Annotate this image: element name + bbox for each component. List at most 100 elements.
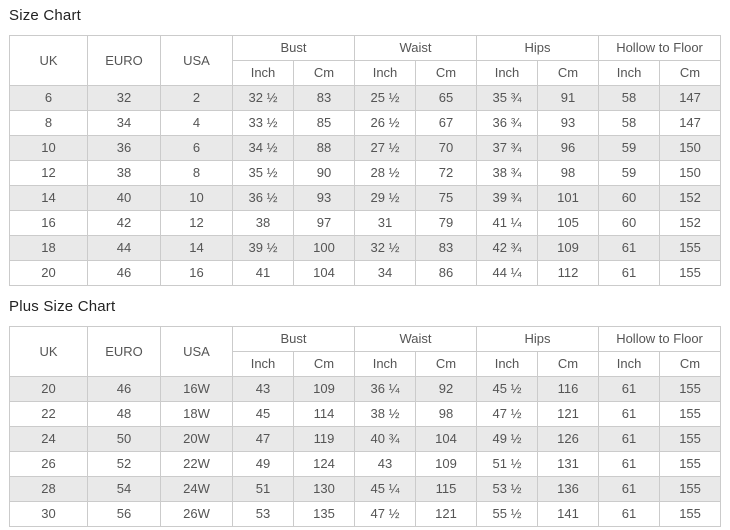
- group-header-bust: Bust: [231, 34, 356, 61]
- header-row-groups: UK EURO USA Bust Waist Hips Hollow to Floor: [9, 325, 722, 377]
- table-cell: 28: [9, 475, 88, 502]
- table-cell: 35 ¾: [476, 84, 539, 111]
- table-cell: 79: [415, 209, 478, 236]
- table-cell: 36 ½: [232, 184, 294, 211]
- table-cell: 116: [537, 375, 600, 402]
- table-cell: 47: [232, 425, 294, 452]
- table-cell: 31: [354, 209, 417, 236]
- table-cell: 8: [160, 159, 233, 186]
- table-cell: 38 ½: [354, 400, 417, 427]
- unit-header-hollow-to-floor-inch: Inch: [598, 350, 661, 377]
- table-cell: 44: [87, 234, 161, 261]
- table-row: 28 54 24W 51 130 45 ¼ 115 53 ½ 136 61 155: [9, 475, 722, 502]
- unit-header-hips-cm: Cm: [537, 350, 600, 377]
- table-cell: 114: [292, 400, 356, 427]
- table-cell: 33 ½: [232, 109, 294, 136]
- table-cell: 60: [598, 184, 661, 211]
- table-header: UK EURO USA Bust Waist Hips Hollow to Floor Inc…: [9, 34, 722, 86]
- unit-header-bust-cm: Cm: [292, 59, 356, 86]
- table-cell: 115: [415, 475, 478, 502]
- table-cell: 101: [537, 184, 600, 211]
- table-cell: 16W: [160, 375, 233, 402]
- plus-size-chart-section: Plus Size Chart UK EURO USA Bust Waist Hips Hol…: [9, 298, 723, 527]
- table-cell: 45: [232, 400, 294, 427]
- table-cell: 59: [598, 134, 661, 161]
- table-cell: 30: [9, 500, 88, 527]
- table-cell: 90: [292, 159, 356, 186]
- table-cell: 75: [415, 184, 478, 211]
- table-cell: 100: [292, 234, 356, 261]
- table-cell: 47 ½: [476, 400, 539, 427]
- table-cell: 126: [537, 425, 600, 452]
- table-cell: 98: [537, 159, 600, 186]
- col-header-uk: UK: [9, 325, 88, 377]
- table-cell: 147: [659, 109, 722, 136]
- group-header-waist: Waist: [354, 34, 478, 61]
- table-cell: 92: [415, 375, 478, 402]
- table-cell: 49 ½: [476, 425, 539, 452]
- table-cell: 48: [87, 400, 161, 427]
- table-cell: 25 ½: [354, 84, 417, 111]
- table-cell: 46: [87, 375, 161, 402]
- table-cell: 121: [537, 400, 600, 427]
- table-cell: 16: [160, 259, 233, 286]
- table-row: 12 38 8 35 ½ 90 28 ½ 72 38 ¾ 98 59 150: [9, 159, 722, 186]
- table-cell: 136: [537, 475, 600, 502]
- table-cell: 155: [659, 475, 722, 502]
- table-cell: 16: [9, 209, 88, 236]
- table-cell: 43: [354, 450, 417, 477]
- table-cell: 8: [9, 109, 88, 136]
- table-cell: 150: [659, 134, 722, 161]
- table-cell: 29 ½: [354, 184, 417, 211]
- unit-header-hollow-to-floor-inch: Inch: [598, 59, 661, 86]
- table-cell: 54: [87, 475, 161, 502]
- table-cell: 155: [659, 234, 722, 261]
- table-cell: 130: [292, 475, 356, 502]
- table-header: UK EURO USA Bust Waist Hips Hollow to Floor Inc…: [9, 325, 722, 377]
- table-cell: 85: [292, 109, 356, 136]
- table-cell: 61: [598, 259, 661, 286]
- table-cell: 45 ¼: [354, 475, 417, 502]
- table-cell: 61: [598, 234, 661, 261]
- table-cell: 86: [415, 259, 478, 286]
- table-cell: 36 ¼: [354, 375, 417, 402]
- table-row: 24 50 20W 47 119 40 ¾ 104 49 ½ 126 61 155: [9, 425, 722, 452]
- table-row: 26 52 22W 49 124 43 109 51 ½ 131 61 155: [9, 450, 722, 477]
- size-chart-section: Size Chart UK EURO USA Bust Waist Hips Hollow t…: [9, 7, 723, 286]
- table-cell: 12: [160, 209, 233, 236]
- table-cell: 42: [87, 209, 161, 236]
- col-header-euro: EURO: [87, 325, 161, 377]
- table-cell: 56: [87, 500, 161, 527]
- table-cell: 36 ¾: [476, 109, 539, 136]
- table-cell: 46: [87, 259, 161, 286]
- size-chart-table: UK EURO USA Bust Waist Hips Hollow to Floor Inc…: [9, 34, 722, 286]
- table-cell: 32: [87, 84, 161, 111]
- table-cell: 18W: [160, 400, 233, 427]
- group-header-hips: Hips: [476, 325, 600, 352]
- table-cell: 34 ½: [232, 134, 294, 161]
- table-cell: 38: [87, 159, 161, 186]
- unit-header-hips-inch: Inch: [476, 59, 539, 86]
- table-cell: 72: [415, 159, 478, 186]
- group-header-hollow-to-floor: Hollow to Floor: [598, 325, 722, 352]
- table-body: 6 32 2 32 ½ 83 25 ½ 65 35 ¾ 91 58 147 8 34 4 33 ½ 85 26 …: [9, 84, 722, 286]
- table-cell: 93: [292, 184, 356, 211]
- table-cell: 32 ½: [232, 84, 294, 111]
- table-cell: 61: [598, 375, 661, 402]
- table-cell: 10: [160, 184, 233, 211]
- table-cell: 20: [9, 259, 88, 286]
- table-cell: 124: [292, 450, 356, 477]
- unit-header-waist-inch: Inch: [354, 59, 417, 86]
- table-row: 22 48 18W 45 114 38 ½ 98 47 ½ 121 61 155: [9, 400, 722, 427]
- table-cell: 6: [9, 84, 88, 111]
- unit-header-hips-cm: Cm: [537, 59, 600, 86]
- group-header-hollow-to-floor: Hollow to Floor: [598, 34, 722, 61]
- table-cell: 18: [9, 234, 88, 261]
- col-header-usa: USA: [160, 325, 233, 377]
- table-cell: 36: [87, 134, 161, 161]
- table-cell: 24W: [160, 475, 233, 502]
- table-row: 30 56 26W 53 135 47 ½ 121 55 ½ 141 61 155: [9, 500, 722, 527]
- table-cell: 58: [598, 84, 661, 111]
- table-cell: 14: [9, 184, 88, 211]
